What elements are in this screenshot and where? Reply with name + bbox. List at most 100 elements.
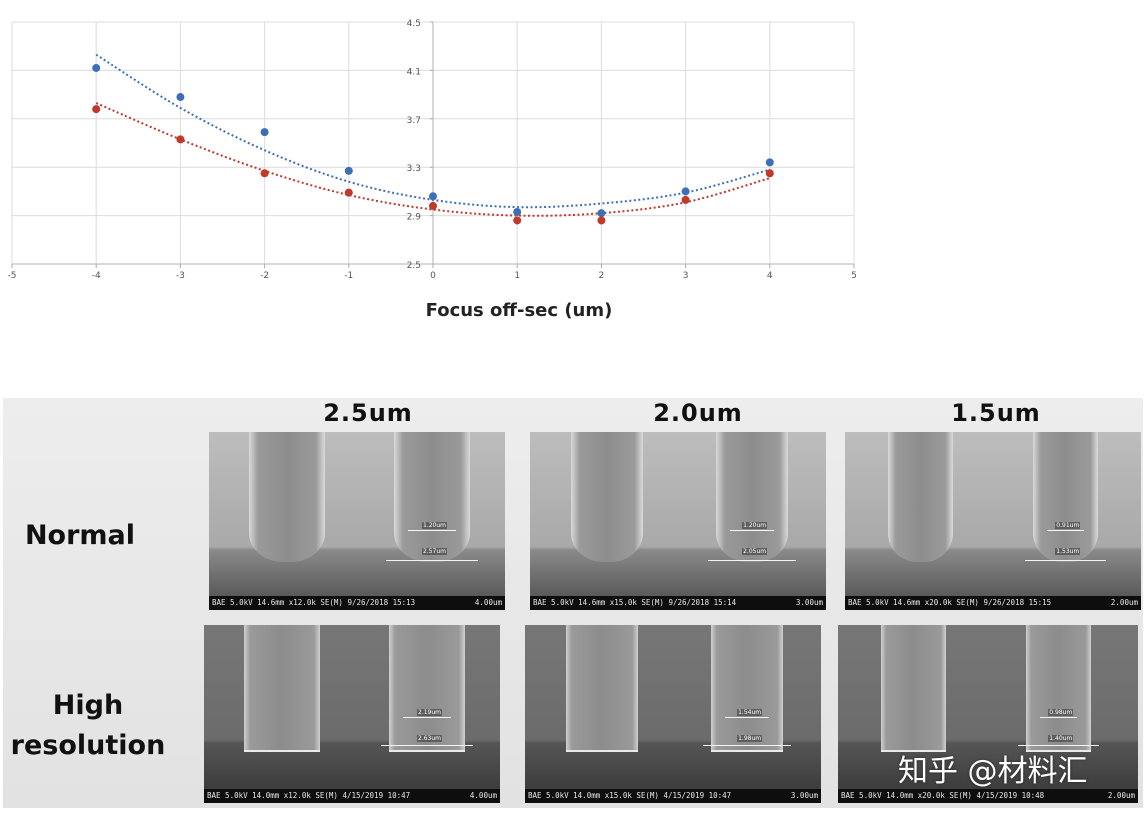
y-tick-label: 4.1 <box>407 67 421 77</box>
sem-line-feature <box>888 432 953 562</box>
data-point-series-2 <box>429 201 437 210</box>
data-point-series-1 <box>765 158 774 167</box>
column-header-2-0um: 2.0um <box>653 399 743 427</box>
measurement-line-bottom <box>386 560 478 561</box>
column-header-2-5um: 2.5um <box>323 399 413 427</box>
measurement-line-top <box>725 717 770 718</box>
x-tick-label: 1 <box>514 271 520 281</box>
measurement-value-bottom: 2.05um <box>742 548 768 555</box>
tick-labels: -5 -4 -3 -2 -1 0 1 2 3 4 5 2.5 2.9 3.3 3.7 4.1 4.5 <box>8 19 857 281</box>
measurement-value-bottom: 1.53um <box>1055 548 1081 555</box>
sem-line-feature <box>249 432 325 562</box>
trendline-series-2 <box>95 102 771 217</box>
sem-image-highres-1-5um: 0.98um 1.40um BAE 5.0kV 14.0mm x20.0k SE(M… <box>838 625 1138 803</box>
sem-image-highres-2-0um: 1.54um 1.98um BAE 5.0kV 14.0mm x15.0k SE(M… <box>525 625 821 803</box>
measurement-line-top <box>730 530 775 531</box>
measurement-line-top <box>1047 530 1084 531</box>
measurement-value-bottom: 2.63um <box>417 735 443 742</box>
sem-image-normal-2-0um: 1.20um 2.05um BAE 5.0kV 14.6mm x15.0k SE(M… <box>530 432 826 610</box>
sem-scale-label: 4.00um <box>469 791 497 800</box>
x-tick-label: -2 <box>260 271 269 281</box>
sem-info-bar: BAE 5.0kV 14.0mm x15.0k SE(M) 4/15/2019 … <box>525 789 821 803</box>
row-label-normal: Normal <box>24 520 136 551</box>
data-point-series-1 <box>344 166 353 175</box>
y-tick-label: 2.5 <box>407 261 421 271</box>
sem-line-feature <box>389 625 465 752</box>
chart-axes <box>11 21 855 268</box>
data-point-series-2 <box>765 169 774 178</box>
data-point-series-2 <box>92 105 101 114</box>
x-tick-label: -3 <box>176 271 185 281</box>
sem-line-feature <box>394 432 470 562</box>
data-points <box>92 63 774 225</box>
sem-scale-label: 2.00um <box>1107 791 1135 800</box>
measurement-line-bottom <box>1025 560 1106 561</box>
data-point-series-2 <box>176 135 185 144</box>
data-point-series-1 <box>260 128 269 137</box>
measurement-value-bottom: 1.98um <box>737 735 763 742</box>
x-tick-label: -5 <box>8 271 17 281</box>
y-tick-label: 3.7 <box>407 116 421 126</box>
measurement-value-top: 0.98um <box>1048 709 1074 716</box>
measurement-value-top: 0.91um <box>1055 522 1081 529</box>
sem-line-feature <box>571 432 644 562</box>
x-tick-label: 0 <box>430 271 436 281</box>
data-point-series-1 <box>597 209 606 218</box>
y-tick-label: 4.5 <box>407 19 421 29</box>
measurement-value-top: 1.54um <box>737 709 763 716</box>
data-point-series-1 <box>513 207 522 216</box>
measurement-value-bottom: 2.57um <box>422 548 448 555</box>
data-point-series-2 <box>260 169 269 178</box>
data-point-series-1 <box>92 63 101 72</box>
measurement-value-top: 1.20um <box>422 522 448 529</box>
sem-info-bar: BAE 5.0kV 14.6mm x15.0k SE(M) 9/26/2018 … <box>530 596 826 610</box>
measurement-line-top <box>1040 717 1077 718</box>
sem-image-normal-1-5um: 0.91um 1.53um BAE 5.0kV 14.6mm x20.0k SE(M… <box>845 432 1141 610</box>
sem-scale-label: 3.00um <box>795 598 823 607</box>
focus-chart: -5 -4 -3 -2 -1 0 1 2 3 4 5 2.5 2.9 3.3 3.7 4.1 4.5 Focus… <box>8 19 857 321</box>
data-point-series-2 <box>344 188 353 197</box>
x-tick-label: 5 <box>851 271 857 281</box>
x-tick-label: 3 <box>683 271 689 281</box>
x-axis-title: Focus off-sec (um) <box>426 300 613 321</box>
sem-line-feature <box>566 625 639 752</box>
data-point-series-2 <box>513 216 522 225</box>
sem-line-feature <box>244 625 320 752</box>
sem-image-normal-2-5um: 1.20um 2.57um BAE 5.0kV 14.6mm x12.0k SE(M… <box>209 432 505 610</box>
sem-figure: 2.5um 2.0um 1.5um Normal High resolution… <box>3 398 1143 808</box>
sem-line-feature <box>716 432 789 562</box>
data-point-series-1 <box>681 187 690 196</box>
data-point-series-2 <box>681 195 690 204</box>
row-label-high-resolution: High resolution <box>10 690 166 761</box>
sem-image-highres-2-5um: 2.19um 2.63um BAE 5.0kV 14.0mm x12.0k SE(M… <box>204 625 500 803</box>
x-tick-label: -1 <box>344 271 353 281</box>
x-tick-label: 4 <box>767 271 773 281</box>
measurement-line-bottom <box>703 745 792 746</box>
measurement-line-top <box>408 530 456 531</box>
measurement-value-top: 1.20um <box>742 522 768 529</box>
measurement-line-bottom <box>381 745 473 746</box>
data-point-series-2 <box>597 216 606 225</box>
sem-line-feature <box>881 625 946 752</box>
sem-line-feature <box>1033 432 1098 562</box>
sem-info-bar: BAE 5.0kV 14.6mm x12.0k SE(M) 9/26/2018 … <box>209 596 505 610</box>
sem-info-bar: BAE 5.0kV 14.0mm x12.0k SE(M) 4/15/2019 … <box>204 789 500 803</box>
watermark-text: 知乎 @材料汇 <box>898 754 1088 789</box>
column-header-1-5um: 1.5um <box>951 399 1041 427</box>
sem-scale-label: 4.00um <box>474 598 502 607</box>
sem-info-bar: BAE 5.0kV 14.6mm x20.0k SE(M) 9/26/2018 … <box>845 596 1141 610</box>
y-tick-label: 3.3 <box>407 164 421 174</box>
data-point-series-1 <box>176 93 185 102</box>
data-point-series-1 <box>429 192 437 201</box>
x-tick-label: -4 <box>92 271 101 281</box>
y-tick-label: 2.9 <box>407 213 422 223</box>
measurement-value-bottom: 1.40um <box>1048 735 1074 742</box>
measurement-line-bottom <box>708 560 797 561</box>
measurement-line-bottom <box>1018 745 1099 746</box>
sem-scale-label: 2.00um <box>1110 598 1138 607</box>
x-tick-label: 2 <box>599 271 605 281</box>
measurement-line-top <box>403 717 451 718</box>
sem-scale-label: 3.00um <box>790 791 818 800</box>
sem-line-feature <box>711 625 784 752</box>
sem-line-feature <box>1026 625 1091 752</box>
